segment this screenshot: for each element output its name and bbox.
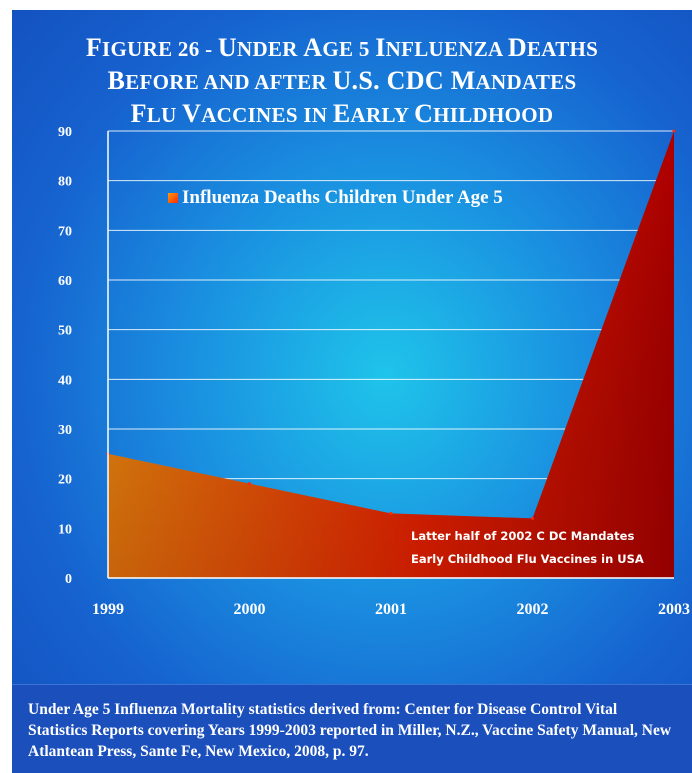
series-area-shade bbox=[108, 131, 674, 578]
source-caption: Under Age 5 Influenza Mortality statisti… bbox=[12, 684, 692, 773]
legend-swatch bbox=[168, 193, 178, 203]
y-tick-label: 20 bbox=[58, 473, 72, 488]
x-tick-label: 1999 bbox=[92, 601, 124, 618]
annotation-line: Early Childhood Flu Vaccines in USA bbox=[411, 552, 644, 566]
source-caption-text: Under Age 5 Influenza Mortality statisti… bbox=[28, 701, 672, 760]
y-tick-label: 60 bbox=[58, 274, 72, 289]
data-point bbox=[531, 516, 534, 520]
y-tick-label: 40 bbox=[58, 373, 72, 388]
title-line-3: FLU VACCINES IN EARLY CHILDHOOD bbox=[130, 99, 554, 128]
y-tick-label: 70 bbox=[58, 224, 72, 239]
x-tick-label: 2000 bbox=[234, 601, 266, 618]
annotation-line: Latter half of 2002 C DC Mandates bbox=[411, 529, 634, 543]
chart-title: FIGURE 26 - UNDER AGE 5 INFLUENZA DEATHS… bbox=[12, 32, 672, 131]
y-tick-label: 50 bbox=[58, 324, 72, 339]
data-point bbox=[248, 482, 251, 486]
y-tick-label: 0 bbox=[65, 572, 72, 587]
y-tick-label: 80 bbox=[58, 175, 72, 190]
title-line-1: FIGURE 26 - UNDER AGE 5 INFLUENZA DEATHS bbox=[85, 33, 599, 62]
y-tick-label: 90 bbox=[58, 125, 72, 140]
title-line-2: BEFORE AND AFTER U.S. CDC MANDATES bbox=[107, 66, 577, 95]
chart-slide: FIGURE 26 - UNDER AGE 5 INFLUENZA DEATHS… bbox=[12, 10, 692, 773]
y-tick-label: 10 bbox=[58, 522, 72, 537]
y-tick-label: 30 bbox=[58, 423, 72, 438]
x-tick-label: 2002 bbox=[517, 601, 549, 618]
legend-label: Influenza Deaths Children Under Age 5 bbox=[182, 187, 503, 208]
x-tick-label: 2003 bbox=[658, 601, 690, 618]
data-point bbox=[672, 129, 676, 133]
data-point bbox=[389, 511, 393, 515]
x-tick-label: 2001 bbox=[375, 601, 407, 618]
